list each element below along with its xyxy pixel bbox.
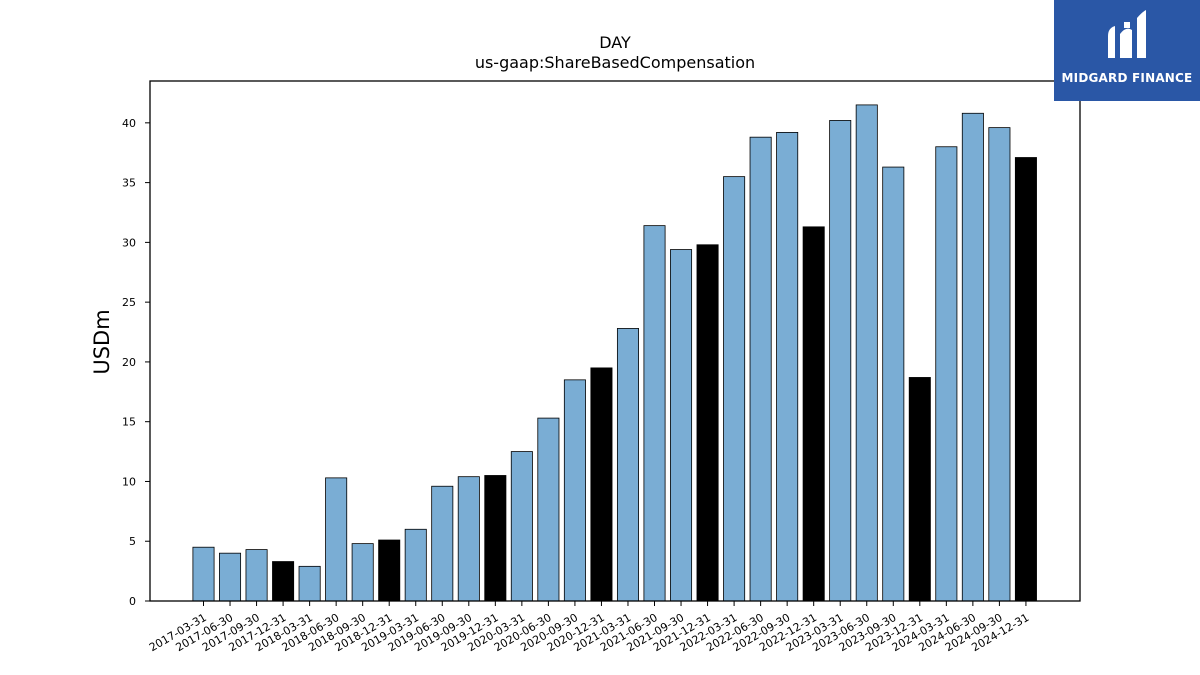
bar-2021-12-31 xyxy=(696,244,719,602)
y-axis-ticks: 0 5 10 15 20 25 30 35 40 xyxy=(122,117,150,608)
bar-2017-09-30 xyxy=(245,549,268,602)
y-tick-label: 40 xyxy=(122,117,136,130)
bar-2017-03-31 xyxy=(192,546,215,602)
y-tick-label: 15 xyxy=(122,416,136,429)
bar-2020-03-31 xyxy=(510,451,533,602)
bar-2024-06-30 xyxy=(961,112,984,602)
bar-2023-12-31 xyxy=(908,377,931,602)
bars-group xyxy=(192,104,1037,602)
bar-2022-09-30 xyxy=(776,131,799,602)
bar-2020-09-30 xyxy=(563,379,586,602)
midgard-logo-icon xyxy=(1108,10,1146,58)
bar-2019-09-30 xyxy=(457,476,480,602)
bar-2024-03-31 xyxy=(935,146,958,602)
bar-2021-09-30 xyxy=(670,249,693,602)
bar-2018-12-31 xyxy=(378,539,401,602)
bar-2018-06-30 xyxy=(325,477,348,602)
bar-2019-12-31 xyxy=(484,475,507,602)
y-tick-label: 0 xyxy=(129,595,136,608)
bar-2017-12-31 xyxy=(272,561,295,602)
bar-2021-03-31 xyxy=(616,328,639,602)
bar-2023-03-31 xyxy=(829,120,852,602)
bar-2021-06-30 xyxy=(643,225,666,602)
bar-2024-12-31 xyxy=(1014,157,1037,602)
bar-2019-03-31 xyxy=(404,528,427,602)
bar-2022-03-31 xyxy=(723,176,746,602)
y-tick-label: 25 xyxy=(122,296,136,309)
bar-2018-09-30 xyxy=(351,543,374,602)
y-tick-label: 5 xyxy=(129,535,136,548)
bar-2024-09-30 xyxy=(988,127,1011,602)
y-tick-label: 30 xyxy=(122,236,136,249)
y-axis-label: USDm xyxy=(90,309,114,374)
bar-2020-12-31 xyxy=(590,367,613,602)
brand-name: MIDGARD FINANCE xyxy=(1061,71,1193,85)
brand-logo: MIDGARD FINANCE xyxy=(1054,0,1200,101)
y-tick-label: 10 xyxy=(122,475,136,488)
plot-frame xyxy=(149,80,1081,602)
bar-2023-06-30 xyxy=(855,104,878,602)
bar-2019-06-30 xyxy=(431,485,454,602)
chart-subtitle: us-gaap:ShareBasedCompensation xyxy=(475,53,755,72)
y-tick-label: 35 xyxy=(122,177,136,190)
bar-2017-06-30 xyxy=(219,552,242,602)
bar-2022-06-30 xyxy=(749,136,772,602)
bar-2020-06-30 xyxy=(537,417,560,602)
x-axis-ticks: 2017-03-312017-06-302017-09-302017-12-31… xyxy=(147,601,1031,654)
chart-title: DAY xyxy=(599,33,631,52)
bar-2022-12-31 xyxy=(802,226,825,602)
bar-2018-03-31 xyxy=(298,565,321,602)
y-tick-label: 20 xyxy=(122,356,136,369)
bar-2023-09-30 xyxy=(882,166,905,602)
